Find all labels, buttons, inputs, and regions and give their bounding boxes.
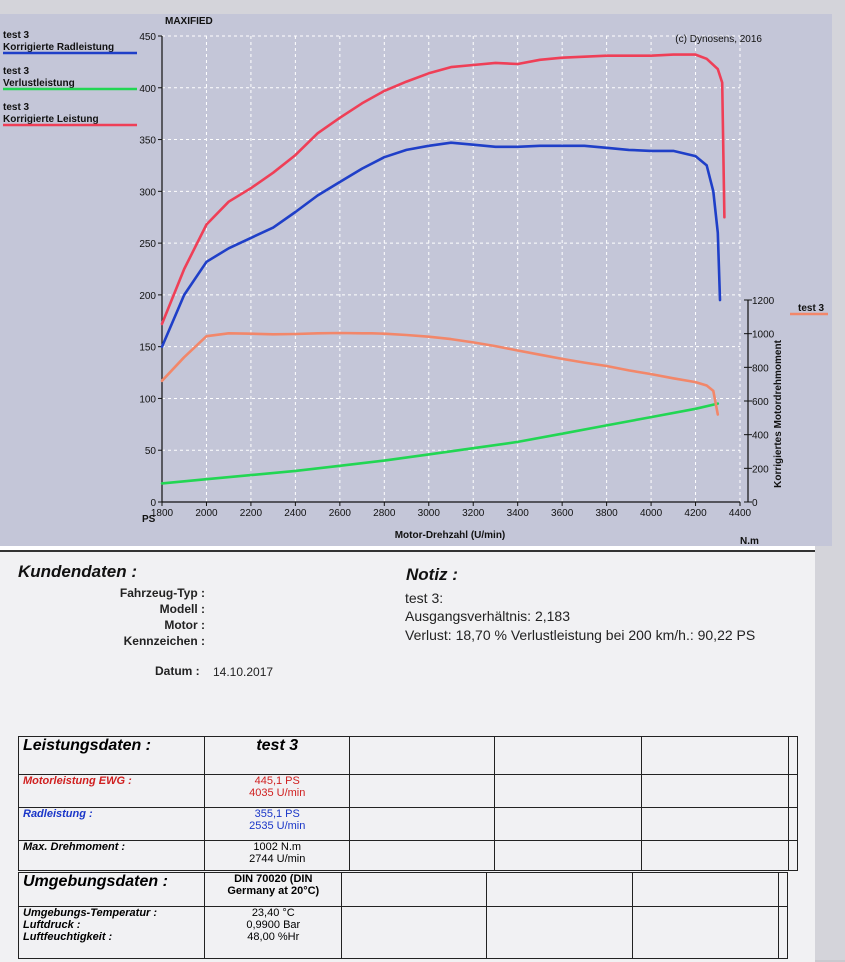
temperatur-value: 23,40 °C xyxy=(251,907,295,919)
legend-name-label: Korrigierte Radleistung xyxy=(3,42,114,53)
brand-label: MAXIFIED xyxy=(165,16,213,27)
kundendaten-title: Kundendaten : xyxy=(18,562,137,581)
motorleistung-rpm: 4035 U/min xyxy=(249,787,306,799)
copyright-label: (c) Dynosens, 2016 xyxy=(675,34,762,45)
umgebungs-labels-cell: Umgebungs-Temperatur : Luftdruck : Luftf… xyxy=(17,906,206,959)
kennzeichen-label: Kennzeichen : xyxy=(123,634,205,648)
y-right-tick-label: 0 xyxy=(752,498,758,509)
x-tick-label: 3200 xyxy=(462,508,485,519)
separator xyxy=(0,546,815,550)
series-line-drehmoment xyxy=(160,331,720,416)
modell-label: Modell : xyxy=(159,602,205,616)
x-tick-label: 3600 xyxy=(551,508,574,519)
y-right-tick-label: 800 xyxy=(752,363,769,374)
leistungsdaten-column: test 3 xyxy=(256,737,299,754)
umgebungsdaten-norm: DIN 70020 (DIN Germany at 20°C) xyxy=(227,873,320,897)
umgebungsdaten-title-cell: Umgebungsdaten : xyxy=(17,872,206,907)
y-tick-label: 150 xyxy=(139,343,156,354)
x-axis-label: Motor-Drehzahl (U/min) xyxy=(395,530,506,541)
x-tick-label: 2200 xyxy=(240,508,263,519)
left-unit-label: PS xyxy=(142,514,156,525)
notiz-line-1: test 3: xyxy=(405,590,444,606)
y-tick-label: 450 xyxy=(139,32,156,43)
x-tick-label: 2000 xyxy=(195,508,218,519)
legend-name-label: Verlustleistung xyxy=(3,78,75,89)
x-tick-label: 2600 xyxy=(329,508,352,519)
x-tick-label: 4200 xyxy=(684,508,707,519)
datum-label: Datum : xyxy=(155,664,200,678)
leistungsdaten-column-cell: test 3 xyxy=(204,736,351,775)
radleistung-label-cell: Radleistung : xyxy=(17,807,206,841)
umgebungs-values-cell: 23,40 °C 0,9900 Bar 48,00 %Hr xyxy=(204,906,343,959)
drehmoment-label-cell: Max. Drehmoment : xyxy=(17,840,206,871)
series-line-verlust xyxy=(160,402,720,485)
temperatur-label: Umgebungs-Temperatur : xyxy=(23,907,158,919)
luftdruck-value: 0,9900 Bar xyxy=(246,919,301,931)
y-tick-label: 400 xyxy=(139,84,156,95)
notiz-line-3: Verlust: 18,70 % Verlustleistung bei 200… xyxy=(405,627,756,643)
y-right-tick-label: 200 xyxy=(752,464,769,475)
series-line-leistung xyxy=(160,53,726,326)
y-right-axis-label: Korrigiertes Motordrehmoment xyxy=(773,339,784,487)
umgebungsdaten-norm-cell: DIN 70020 (DIN Germany at 20°C) xyxy=(204,872,343,907)
radleistung-ps: 355,1 PS xyxy=(254,808,300,820)
y-tick-label: 200 xyxy=(139,291,156,302)
drehmoment-value-cell: 1002 N.m 2744 U/min xyxy=(204,840,351,871)
luftfeuchtigkeit-value: 48,00 %Hr xyxy=(247,931,300,943)
radleistung-rpm: 2535 U/min xyxy=(249,820,306,832)
notiz-title: Notiz : xyxy=(406,565,458,584)
y-tick-label: 0 xyxy=(150,498,156,509)
legend-run-label: test 3 xyxy=(3,102,30,113)
x-tick-label: 3000 xyxy=(418,508,441,519)
y-tick-label: 250 xyxy=(139,239,156,250)
chart-axes xyxy=(158,35,752,506)
drehmoment-nm: 1002 N.m xyxy=(253,841,302,853)
x-tick-label: 4400 xyxy=(729,508,752,519)
x-tick-label: 2800 xyxy=(373,508,396,519)
motor-label: Motor : xyxy=(164,618,205,632)
umgebungsdaten-table: Umgebungsdaten : DIN 70020 (DIN Germany … xyxy=(17,872,788,959)
luftdruck-label: Luftdruck : xyxy=(23,919,81,931)
legend-run-label: test 3 xyxy=(3,30,30,41)
leistungsdaten-title-cell: Leistungsdaten : xyxy=(17,736,206,775)
umgebungsdaten-title: Umgebungsdaten : xyxy=(23,873,168,890)
motorleistung-value-cell: 445,1 PS 4035 U/min xyxy=(204,774,351,808)
motorleistung-label: Motorleistung EWG : xyxy=(23,775,132,787)
motorleistung-ps: 445,1 PS xyxy=(254,775,300,787)
x-tick-label: 4000 xyxy=(640,508,663,519)
y-right-tick-label: 1000 xyxy=(752,330,775,341)
radleistung-label: Radleistung : xyxy=(23,808,93,820)
chart-grid xyxy=(162,35,741,502)
x-tick-label: 3400 xyxy=(507,508,530,519)
y-tick-label: 100 xyxy=(139,394,156,405)
datum-value: 14.10.2017 xyxy=(213,665,274,679)
y-right-tick-label: 400 xyxy=(752,431,769,442)
x-tick-label: 2400 xyxy=(284,508,307,519)
luftfeuchtigkeit-label: Luftfeuchtigkeit : xyxy=(23,931,113,943)
right-unit-label: N.m xyxy=(740,536,759,546)
leistungsdaten-title: Leistungsdaten : xyxy=(23,737,152,754)
y-right-tick-label: 1200 xyxy=(752,296,775,307)
series-line-radleistung xyxy=(160,141,722,349)
y-tick-label: 50 xyxy=(145,446,157,457)
legend-name-label: Korrigierte Leistung xyxy=(3,114,99,125)
y-right-tick-label: 600 xyxy=(752,397,769,408)
legend-run-label: test 3 xyxy=(3,66,30,77)
torque-legend-run: test 3 xyxy=(798,303,825,314)
fahrzeug-typ-label: Fahrzeug-Typ : xyxy=(119,586,205,600)
leistungsdaten-table: Leistungsdaten : test 3 Motorleistung EW… xyxy=(17,736,798,871)
x-tick-label: 1800 xyxy=(151,508,174,519)
x-tick-label: 3800 xyxy=(595,508,618,519)
chart-series xyxy=(160,53,726,485)
notiz-line-2: Ausgangsverhältnis: 2,183 xyxy=(405,608,570,624)
radleistung-value-cell: 355,1 PS 2535 U/min xyxy=(204,807,351,841)
y-tick-label: 350 xyxy=(139,136,156,147)
y-tick-label: 300 xyxy=(139,187,156,198)
drehmoment-label: Max. Drehmoment : xyxy=(23,841,126,853)
motorleistung-label-cell: Motorleistung EWG : xyxy=(17,774,206,808)
drehmoment-rpm: 2744 U/min xyxy=(249,853,306,865)
